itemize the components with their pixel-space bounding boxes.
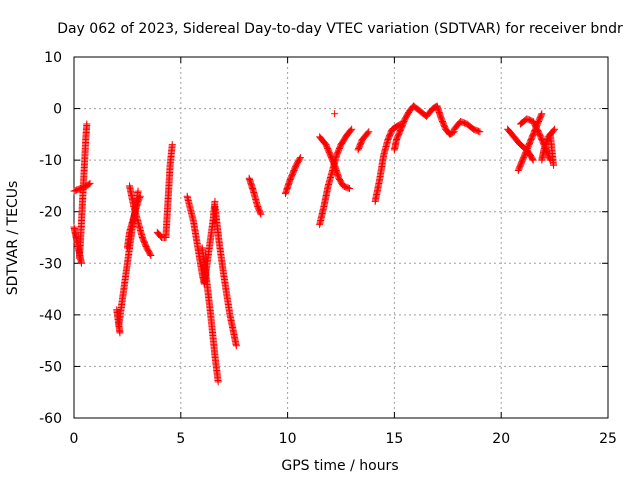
y-axis-label: SDTVAR / TECUs bbox=[5, 181, 21, 296]
y-tick-label: 10 bbox=[44, 50, 62, 66]
grid bbox=[74, 57, 608, 418]
y-tick-label: 0 bbox=[53, 102, 62, 118]
data-series bbox=[316, 133, 354, 193]
x-tick-label: 20 bbox=[492, 431, 510, 447]
data-series bbox=[198, 244, 222, 386]
y-tick-label: -50 bbox=[39, 359, 62, 375]
chart-title: Day 062 of 2023, Sidereal Day-to-day VTE… bbox=[57, 21, 623, 37]
data-point bbox=[364, 129, 372, 137]
data-point bbox=[550, 161, 558, 169]
data-point bbox=[537, 111, 545, 119]
y-ticks: 10 0 -10 -20 -30 -40 -50 -60 bbox=[39, 50, 608, 427]
x-tick-label: 5 bbox=[176, 431, 185, 447]
data-series bbox=[200, 197, 219, 288]
data-series bbox=[245, 174, 265, 218]
data-point bbox=[168, 141, 176, 149]
data-point bbox=[214, 378, 222, 386]
data-point bbox=[529, 156, 537, 164]
data-point bbox=[550, 126, 558, 134]
data-point bbox=[551, 125, 559, 133]
data-point bbox=[134, 187, 142, 195]
data-point bbox=[475, 127, 483, 135]
data-point bbox=[232, 342, 240, 350]
data-point bbox=[136, 192, 144, 200]
x-tick-label: 15 bbox=[385, 431, 403, 447]
data-point bbox=[83, 120, 91, 128]
data-point bbox=[346, 185, 354, 193]
y-tick-label: -20 bbox=[39, 205, 62, 221]
data-point bbox=[538, 110, 546, 118]
data-point bbox=[296, 154, 304, 162]
data-series bbox=[450, 117, 484, 136]
plot-frame bbox=[73, 56, 609, 419]
data-series bbox=[123, 192, 144, 252]
data-series bbox=[371, 120, 405, 205]
data-point bbox=[136, 194, 144, 202]
data-point bbox=[529, 155, 537, 163]
data-series bbox=[546, 130, 558, 169]
data-point bbox=[476, 128, 484, 136]
x-tick-label: 0 bbox=[70, 431, 79, 447]
x-tick-label: 10 bbox=[279, 431, 297, 447]
data-point bbox=[348, 125, 356, 133]
data-point bbox=[296, 155, 304, 163]
data-point bbox=[86, 179, 94, 187]
y-tick-label: -60 bbox=[39, 411, 62, 427]
data-series bbox=[410, 102, 458, 138]
data-marks bbox=[70, 102, 559, 386]
x-axis-label: GPS time / hours bbox=[281, 458, 398, 474]
data-point bbox=[77, 259, 85, 267]
data-series bbox=[211, 203, 240, 350]
data-series bbox=[316, 125, 356, 229]
data-point bbox=[256, 209, 264, 217]
x-tick-label: 25 bbox=[599, 431, 617, 447]
data-series bbox=[331, 110, 339, 118]
y-tick-label: -40 bbox=[39, 308, 62, 324]
data-series bbox=[162, 141, 176, 241]
data-point bbox=[331, 110, 339, 118]
data-point bbox=[116, 329, 124, 337]
data-point bbox=[347, 126, 355, 134]
data-point bbox=[344, 184, 352, 192]
data-point bbox=[257, 210, 265, 218]
data-series bbox=[281, 154, 304, 198]
data-point bbox=[146, 250, 154, 258]
y-tick-label: -10 bbox=[39, 153, 62, 169]
x-ticks: 0 5 10 15 20 25 bbox=[70, 57, 617, 447]
data-point bbox=[147, 252, 155, 260]
y-tick-label: -30 bbox=[39, 256, 62, 272]
data-series bbox=[354, 128, 373, 154]
data-point bbox=[365, 128, 373, 136]
data-point bbox=[449, 128, 457, 136]
data-series bbox=[75, 120, 91, 262]
